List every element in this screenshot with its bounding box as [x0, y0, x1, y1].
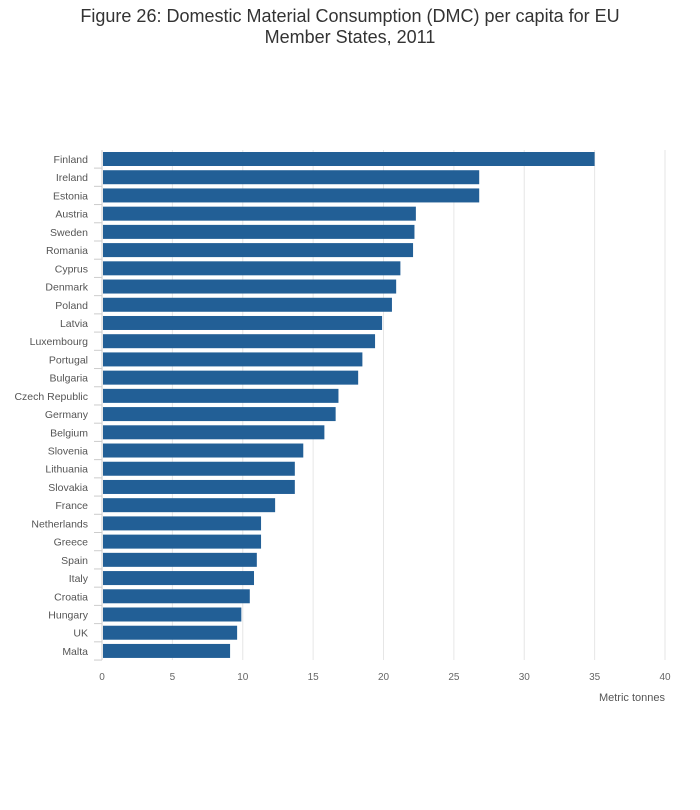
chart-title-line-2: Member States, 2011: [264, 27, 436, 47]
x-tick-label: 15: [308, 672, 320, 683]
bar-cyprus: [103, 261, 401, 276]
x-tick-label: 25: [448, 672, 460, 683]
bar-lithuania: [103, 461, 295, 476]
category-label: Spain: [61, 555, 88, 567]
x-tick-label: 40: [659, 672, 671, 683]
bar-spain: [103, 552, 257, 567]
category-label: Netherlands: [31, 518, 88, 530]
category-label: Greece: [54, 537, 89, 549]
category-label: Lithuania: [45, 464, 88, 476]
category-label: Ireland: [56, 172, 88, 184]
category-label: Slovakia: [48, 482, 88, 494]
x-tick-label: 0: [99, 672, 105, 683]
bar-romania: [103, 243, 414, 258]
bar-luxembourg: [103, 334, 376, 349]
category-label: UK: [73, 628, 88, 640]
bar-slovakia: [103, 479, 295, 494]
bar-uk: [103, 625, 238, 640]
category-label: Slovenia: [48, 446, 88, 458]
category-label: Poland: [55, 300, 88, 312]
bar-malta: [103, 643, 231, 658]
chart-title: Figure 26: Domestic Material Consumption…: [40, 6, 660, 48]
bars: [103, 152, 595, 658]
category-label: Belgium: [50, 427, 88, 439]
x-axis-label: Metric tonnes: [599, 692, 666, 704]
bar-latvia: [103, 315, 383, 330]
bar-germany: [103, 407, 336, 422]
x-tick-label: 35: [589, 672, 601, 683]
bar-hungary: [103, 607, 242, 622]
bar-france: [103, 498, 276, 513]
category-label: Hungary: [48, 610, 88, 622]
bar-ireland: [103, 170, 480, 185]
category-label: Denmark: [45, 282, 88, 294]
bar-austria: [103, 206, 416, 221]
x-tick-label: 20: [378, 672, 390, 683]
bar-belgium: [103, 425, 325, 440]
bar-estonia: [103, 188, 480, 203]
category-label: Bulgaria: [49, 373, 88, 385]
category-label: Romania: [46, 245, 88, 257]
bar-netherlands: [103, 516, 262, 531]
category-label: Croatia: [54, 591, 88, 603]
bar-czech-republic: [103, 388, 339, 403]
category-label: Latvia: [60, 318, 88, 330]
category-label: Czech Republic: [14, 391, 88, 403]
category-label: Austria: [55, 209, 88, 221]
category-label: Sweden: [50, 227, 88, 239]
x-tick-label: 10: [237, 672, 249, 683]
bar-italy: [103, 571, 255, 586]
bar-sweden: [103, 224, 415, 239]
x-tick-label: 5: [170, 672, 176, 683]
bar-denmark: [103, 279, 397, 294]
x-tick-labels: 0 5 10 15 20 25 30 35 40: [99, 672, 671, 683]
bar-croatia: [103, 589, 250, 604]
chart-title-line-1: Figure 26: Domestic Material Consumption…: [80, 6, 620, 26]
category-label: France: [55, 500, 88, 512]
category-label: Germany: [45, 409, 89, 421]
category-label: Cyprus: [55, 263, 88, 275]
category-label: Malta: [62, 646, 88, 658]
category-label: Estonia: [53, 190, 88, 202]
bar-poland: [103, 297, 392, 312]
bar-slovenia: [103, 443, 304, 458]
bar-finland: [103, 152, 595, 166]
category-label: Finland: [54, 154, 89, 166]
bar-greece: [103, 534, 262, 549]
category-label: Italy: [69, 573, 89, 585]
x-tick-label: 30: [519, 672, 531, 683]
category-label: Luxembourg: [30, 336, 89, 348]
bar-portugal: [103, 352, 363, 367]
category-labels: Finland Ireland Estonia Austria Sweden Romani…: [14, 154, 88, 658]
bar-bulgaria: [103, 370, 359, 385]
category-label: Portugal: [49, 354, 88, 366]
